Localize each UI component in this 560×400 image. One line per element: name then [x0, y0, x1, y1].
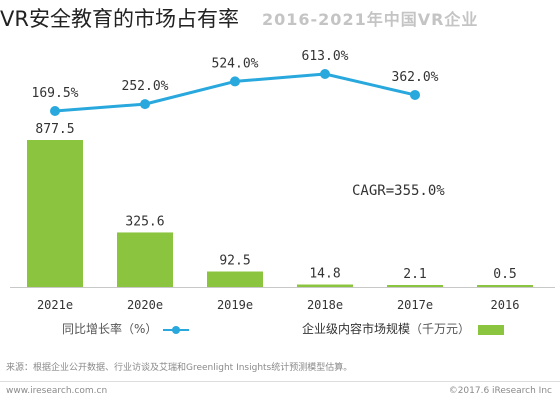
bar-2016 [477, 285, 533, 287]
bar-label-2017e: 2.1 [403, 267, 426, 282]
x-tick-2021e: 2021e [37, 298, 73, 312]
legend-bar-marker-icon [477, 324, 504, 335]
bar-label-2020e: 325.6 [125, 214, 164, 229]
bar-2017e [387, 285, 443, 287]
x-tick-2020e: 2020e [127, 298, 163, 312]
bar-2018e [297, 284, 353, 287]
growth-label-2019e: 524.0% [212, 56, 259, 71]
legend-item-growth: 同比增长率（%） [62, 320, 190, 337]
page-title: VR安全教育的市场占有率 [0, 7, 239, 31]
growth-point-2018e [320, 69, 330, 79]
legend-growth-unit: （%） [122, 322, 158, 336]
faded-header-text: 2016-2021年中国VR企业 [262, 10, 479, 29]
bar-label-2016: 0.5 [493, 267, 516, 282]
growth-point-2021e [50, 106, 60, 116]
growth-label-2017e: 362.0% [392, 70, 439, 85]
bar-value-labels: 877.5 325.6 92.5 14.8 2.1 0.5 [35, 122, 516, 282]
growth-line-series [50, 69, 420, 116]
x-axis-tick-labels: 2021e 2020e 2019e 2018e 2017e 2016 [37, 298, 520, 312]
x-tick-2016: 2016 [491, 298, 520, 312]
growth-point-2019e [230, 76, 240, 87]
growth-value-labels: 169.5% 252.0% 524.0% 613.0% 362.0% [32, 49, 439, 101]
growth-point-2017e [410, 89, 420, 100]
bar-label-2021e: 877.5 [35, 122, 74, 137]
growth-label-2018e: 613.0% [302, 49, 349, 64]
legend-line-marker-icon [163, 325, 190, 334]
legend-growth-label: 同比增长率 [62, 322, 123, 336]
bar-2021e [27, 140, 83, 287]
x-tick-2017e: 2017e [397, 298, 433, 312]
x-tick-2019e: 2019e [217, 298, 253, 312]
growth-label-2021e: 169.5% [32, 86, 79, 101]
legend-item-market: 企业级内容市场规模（千万元） [302, 320, 504, 337]
growth-point-2020e [140, 99, 150, 110]
bar-2019e [207, 271, 263, 287]
bar-label-2018e: 14.8 [309, 267, 340, 282]
x-tick-2018e: 2018e [307, 298, 343, 312]
cagr-annotation: CAGR=355.0% [352, 183, 445, 199]
footer-copyright: ©2017.6 iResearch Inc [448, 386, 552, 396]
legend-market-unit: （千万元） [410, 322, 471, 336]
legend-market-label: 企业级内容市场规模 [302, 322, 411, 336]
source-note: 来源：根据企业公开数据、行业访谈及艾瑞和Greenlight Insights统… [6, 363, 353, 373]
bar-2020e [117, 232, 173, 287]
growth-label-2020e: 252.0% [122, 79, 169, 94]
footer-website: www.iresearch.com.cn [6, 386, 108, 396]
bar-series [27, 140, 533, 287]
footer-divider [0, 381, 560, 382]
bar-label-2019e: 92.5 [219, 254, 250, 269]
